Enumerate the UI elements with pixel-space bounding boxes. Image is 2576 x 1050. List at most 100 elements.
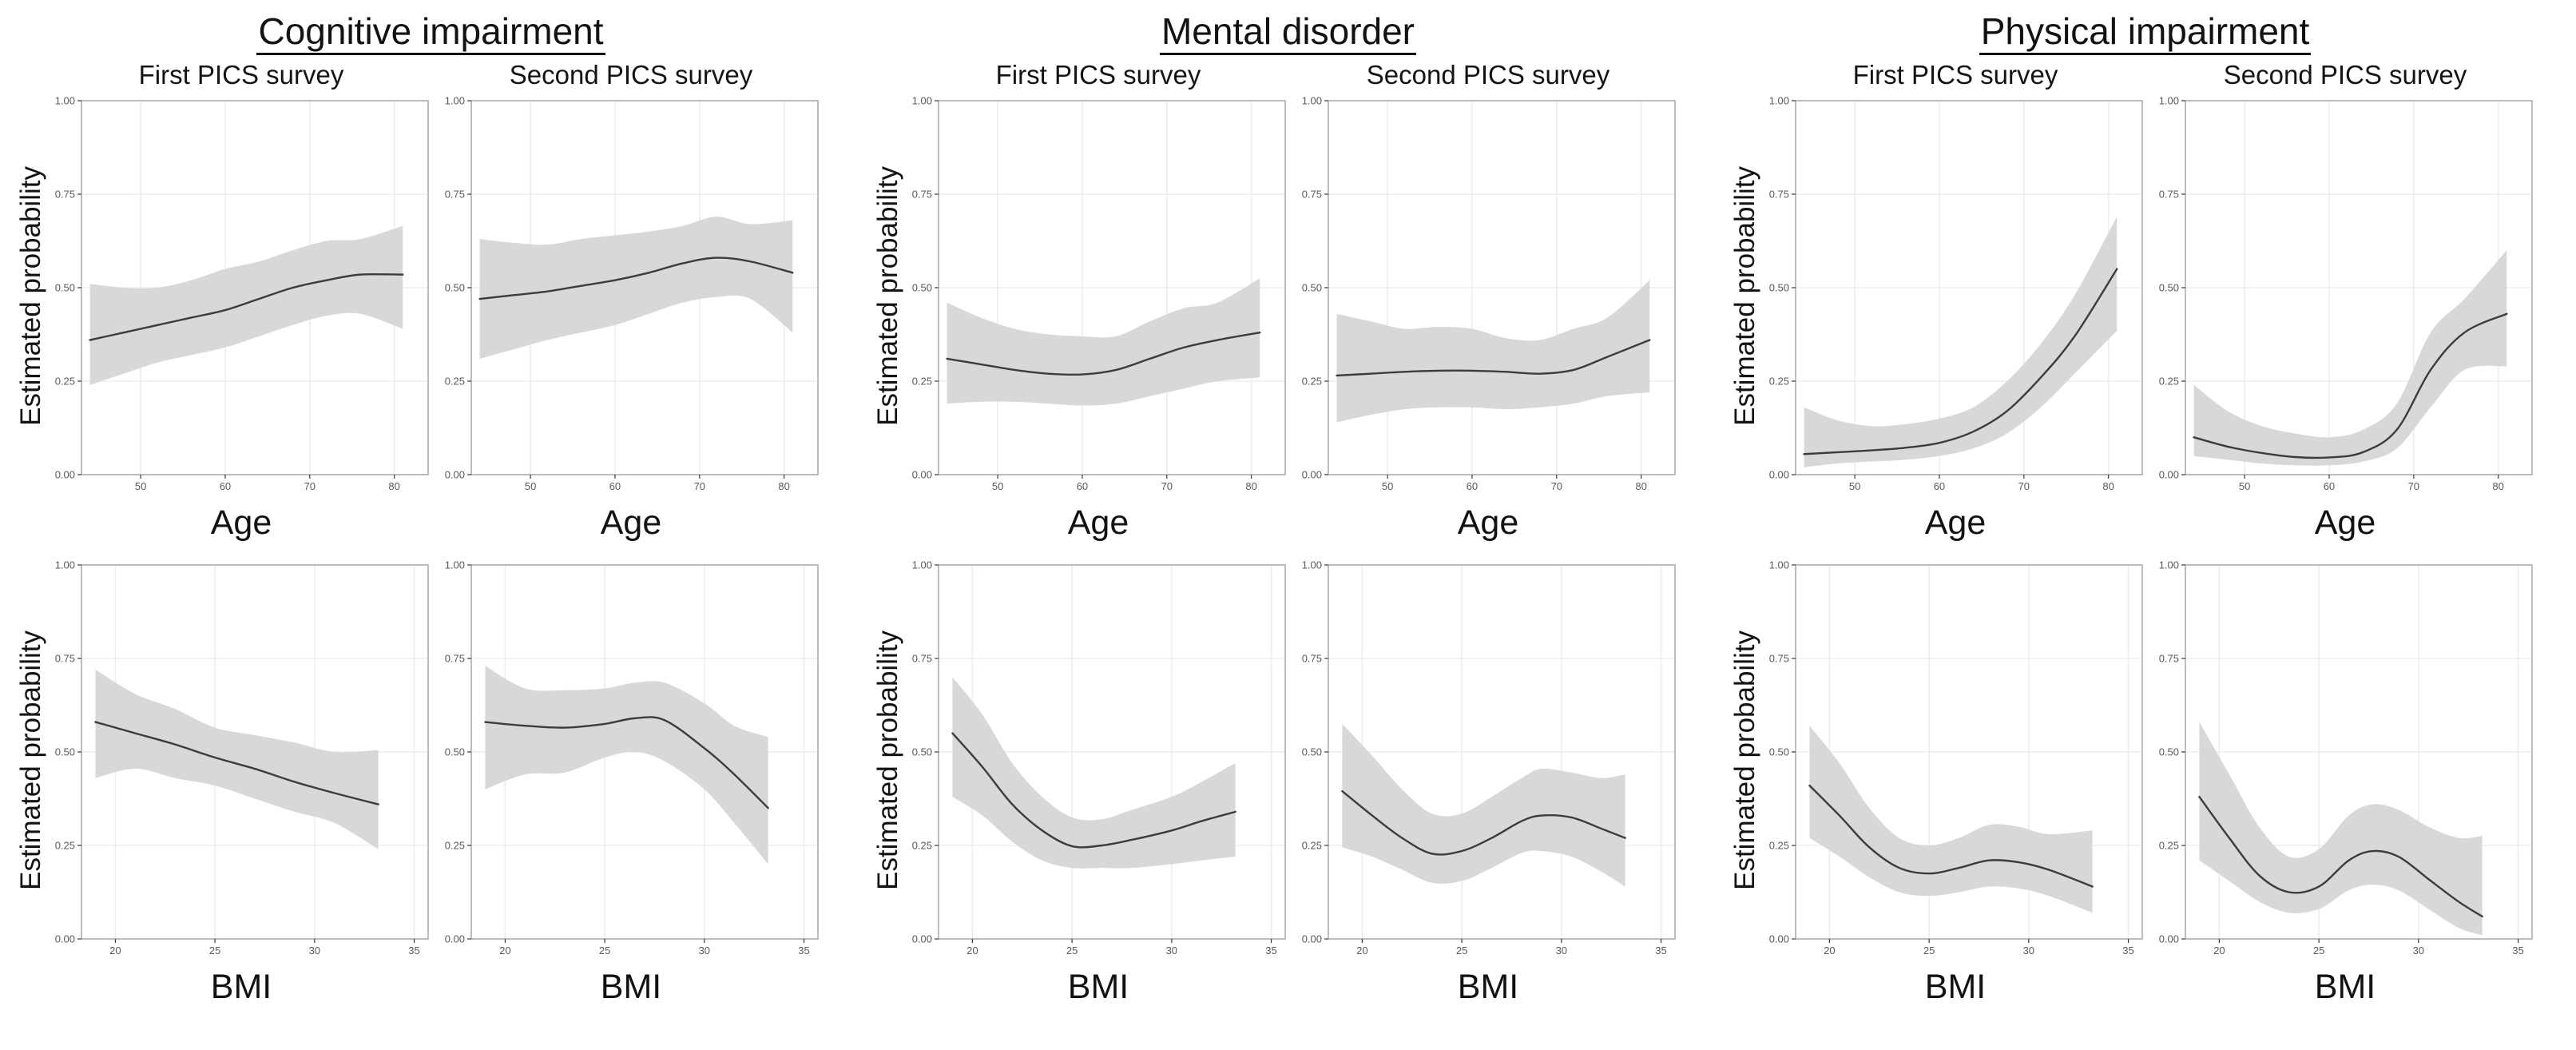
plot-physical-second-age: 0.00 0.25 0.50 0.75 1.00 50 60 70 80 bbox=[2153, 96, 2537, 495]
svg-text:60: 60 bbox=[609, 480, 621, 492]
svg-text:1.00: 1.00 bbox=[445, 96, 465, 107]
svg-text:80: 80 bbox=[1635, 480, 1646, 492]
svg-text:0.50: 0.50 bbox=[1302, 282, 1322, 294]
bmi-axis-labels: BMI BMI bbox=[907, 960, 1706, 1021]
svg-text:0.50: 0.50 bbox=[445, 746, 465, 758]
svg-text:60: 60 bbox=[1934, 480, 1945, 492]
y-axis-label: Estimated probability bbox=[872, 630, 903, 890]
x-axis-label-bmi: BMI bbox=[1067, 968, 1129, 1006]
svg-text:80: 80 bbox=[2492, 480, 2503, 492]
svg-text:30: 30 bbox=[1166, 945, 1177, 957]
svg-text:1.00: 1.00 bbox=[55, 560, 75, 571]
subtitle-first-pics-survey: First PICS survey bbox=[1852, 60, 2058, 89]
x-axis-label-bmi: BMI bbox=[2314, 968, 2376, 1006]
plot-mental-first-age: 0.00 0.25 0.50 0.75 1.00 50 60 70 80 bbox=[907, 96, 1290, 495]
svg-text:70: 70 bbox=[2408, 480, 2419, 492]
survey-subtitles: First PICS survey Second PICS survey bbox=[1764, 59, 2563, 96]
plot-mental-first-bmi: 0.00 0.25 0.50 0.75 1.00 20 25 30 35 bbox=[907, 560, 1290, 960]
age-plots-row: Estimated probability 0.00 0.25 0.50 0.75 1.… bbox=[870, 96, 1706, 495]
group-title: Physical impairment bbox=[1727, 8, 2563, 59]
age-plots-row: Estimated probability 0.00 0.25 0.50 0.75 1.… bbox=[13, 96, 849, 495]
plot-mental-second-bmi: 0.00 0.25 0.50 0.75 1.00 20 25 30 35 bbox=[1296, 560, 1680, 960]
svg-text:80: 80 bbox=[778, 480, 789, 492]
subtitle-second-pics-survey: Second PICS survey bbox=[1366, 60, 1610, 89]
plot-mental-second-age: 0.00 0.25 0.50 0.75 1.00 50 60 70 80 bbox=[1296, 96, 1680, 495]
subtitle-first-pics-survey: First PICS survey bbox=[138, 60, 344, 89]
svg-text:0.25: 0.25 bbox=[1769, 376, 1789, 388]
x-axis-label-age: Age bbox=[1457, 503, 1519, 542]
svg-text:0.00: 0.00 bbox=[1769, 469, 1789, 481]
svg-text:80: 80 bbox=[2102, 480, 2114, 492]
svg-text:0.50: 0.50 bbox=[912, 746, 932, 758]
svg-text:0.00: 0.00 bbox=[1769, 933, 1789, 945]
svg-text:35: 35 bbox=[2122, 945, 2133, 957]
svg-text:0.25: 0.25 bbox=[1769, 840, 1789, 852]
svg-text:20: 20 bbox=[109, 945, 121, 957]
svg-text:25: 25 bbox=[1923, 945, 1935, 957]
svg-text:70: 70 bbox=[1161, 480, 1173, 492]
svg-text:0.25: 0.25 bbox=[2159, 840, 2179, 852]
plot-cognitive-first-age: 0.00 0.25 0.50 0.75 1.00 50 60 70 80 bbox=[50, 96, 433, 495]
svg-text:0.25: 0.25 bbox=[55, 840, 75, 852]
svg-text:70: 70 bbox=[2018, 480, 2030, 492]
bmi-axis-labels: BMI BMI bbox=[1764, 960, 2563, 1021]
y-axis-label: Estimated probability bbox=[1729, 165, 1760, 426]
x-axis-label-age: Age bbox=[210, 503, 272, 542]
svg-text:1.00: 1.00 bbox=[912, 96, 932, 107]
svg-text:50: 50 bbox=[2239, 480, 2250, 492]
svg-text:30: 30 bbox=[1556, 945, 1567, 957]
svg-text:0.00: 0.00 bbox=[445, 933, 465, 945]
svg-text:0.25: 0.25 bbox=[912, 840, 932, 852]
group-title: Cognitive impairment bbox=[13, 8, 849, 59]
svg-text:30: 30 bbox=[2413, 945, 2424, 957]
survey-subtitles: First PICS survey Second PICS survey bbox=[907, 59, 1706, 96]
svg-text:0.75: 0.75 bbox=[445, 653, 465, 665]
svg-text:1.00: 1.00 bbox=[445, 560, 465, 571]
svg-text:0.25: 0.25 bbox=[2159, 376, 2179, 388]
svg-text:0.50: 0.50 bbox=[55, 746, 75, 758]
bmi-axis-labels: BMI BMI bbox=[50, 960, 849, 1021]
svg-text:70: 70 bbox=[1551, 480, 1562, 492]
svg-text:60: 60 bbox=[1077, 480, 1088, 492]
svg-text:0.00: 0.00 bbox=[2159, 469, 2179, 481]
svg-text:0.50: 0.50 bbox=[2159, 746, 2179, 758]
svg-text:0.50: 0.50 bbox=[912, 282, 932, 294]
x-axis-label-bmi: BMI bbox=[1924, 968, 1987, 1006]
svg-text:0.25: 0.25 bbox=[1302, 840, 1322, 852]
plot-cognitive-first-bmi: 0.00 0.25 0.50 0.75 1.00 20 25 30 35 bbox=[50, 560, 433, 960]
svg-text:0.75: 0.75 bbox=[2159, 189, 2179, 201]
plot-cognitive-second-age: 0.00 0.25 0.50 0.75 1.00 50 60 70 80 bbox=[439, 96, 823, 495]
svg-text:70: 70 bbox=[694, 480, 705, 492]
x-axis-label-age: Age bbox=[1924, 503, 1987, 542]
group-title: Mental disorder bbox=[870, 8, 1706, 59]
svg-text:0.75: 0.75 bbox=[1302, 189, 1322, 201]
y-axis-label: Estimated probability bbox=[1729, 630, 1760, 890]
x-axis-label-age: Age bbox=[600, 503, 662, 542]
subtitle-first-pics-survey: First PICS survey bbox=[995, 60, 1201, 89]
age-axis-labels: Age Age bbox=[1764, 495, 2563, 557]
svg-text:0.00: 0.00 bbox=[1302, 469, 1322, 481]
x-axis-label-age: Age bbox=[2314, 503, 2376, 542]
svg-text:30: 30 bbox=[309, 945, 320, 957]
svg-text:70: 70 bbox=[304, 480, 316, 492]
svg-text:0.00: 0.00 bbox=[445, 469, 465, 481]
svg-text:20: 20 bbox=[499, 945, 510, 957]
svg-text:0.75: 0.75 bbox=[55, 189, 75, 201]
svg-text:25: 25 bbox=[1456, 945, 1467, 957]
svg-text:0.25: 0.25 bbox=[912, 376, 932, 388]
svg-text:80: 80 bbox=[388, 480, 399, 492]
svg-text:25: 25 bbox=[1066, 945, 1078, 957]
svg-text:20: 20 bbox=[1356, 945, 1367, 957]
svg-text:25: 25 bbox=[599, 945, 610, 957]
svg-text:60: 60 bbox=[1467, 480, 1478, 492]
svg-text:25: 25 bbox=[209, 945, 220, 957]
svg-text:60: 60 bbox=[220, 480, 231, 492]
svg-text:0.75: 0.75 bbox=[445, 189, 465, 201]
svg-text:80: 80 bbox=[1245, 480, 1256, 492]
plot-physical-second-bmi: 0.00 0.25 0.50 0.75 1.00 20 25 30 35 bbox=[2153, 560, 2537, 960]
x-axis-label-bmi: BMI bbox=[210, 968, 272, 1006]
y-axis-label: Estimated probability bbox=[872, 165, 903, 426]
svg-text:50: 50 bbox=[1382, 480, 1393, 492]
svg-text:30: 30 bbox=[2023, 945, 2034, 957]
svg-text:0.75: 0.75 bbox=[912, 189, 932, 201]
